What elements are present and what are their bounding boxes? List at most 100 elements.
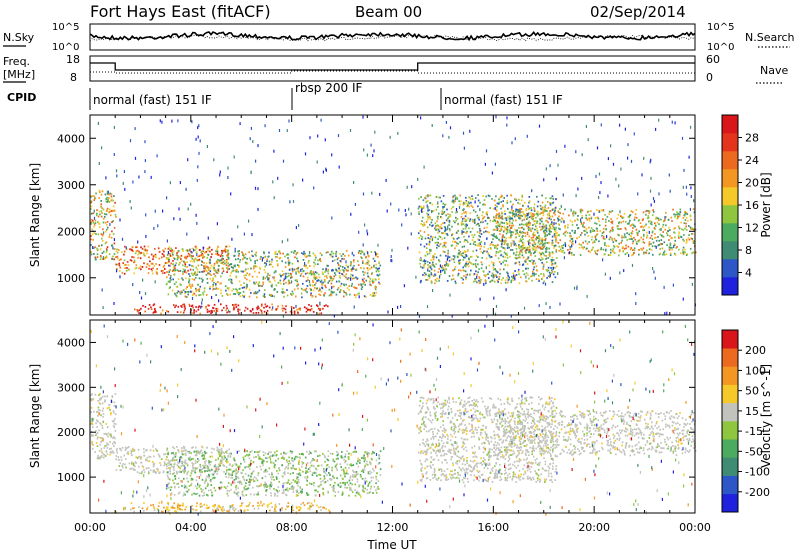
echo-cell [634, 225, 636, 228]
echo-cell [642, 247, 645, 250]
echo-cell [358, 230, 360, 234]
echo-cell [581, 246, 583, 249]
echo-cell [99, 248, 102, 251]
echo-cell [538, 280, 540, 282]
echo-cell [364, 262, 367, 265]
echo-cell [693, 240, 695, 242]
echo-cell [109, 409, 111, 411]
echo-cell [264, 470, 266, 473]
echo-cell [350, 285, 353, 287]
echo-cell [301, 268, 304, 270]
echo-cell [484, 242, 486, 246]
echo-cell [339, 474, 342, 477]
echo-cell [260, 468, 262, 471]
echo-cell [124, 446, 127, 449]
echo-cell [521, 254, 524, 257]
echo-cell [536, 222, 538, 224]
echo-cell [386, 209, 388, 213]
echo-cell [434, 241, 437, 244]
echo-cell [194, 249, 196, 251]
echo-cell [448, 219, 451, 222]
echo-cell [369, 491, 372, 493]
echo-cell [180, 305, 182, 307]
echo-cell [610, 218, 612, 220]
echo-cell [153, 462, 156, 465]
echo-cell [366, 232, 369, 236]
echo-cell [612, 244, 615, 247]
echo-cell [538, 274, 540, 277]
echo-cell [525, 251, 527, 254]
echo-cell [630, 247, 633, 249]
echo-cell [182, 311, 185, 314]
echo-cell [613, 245, 616, 248]
echo-cell [536, 220, 539, 223]
echo-cell [168, 287, 171, 290]
echo-cell [104, 215, 106, 218]
echo-cell [337, 262, 339, 264]
echo-cell [419, 230, 422, 232]
echo-cell [514, 215, 516, 218]
echo-cell [125, 246, 127, 250]
echo-cell [654, 222, 656, 225]
echo-cell [315, 282, 317, 284]
echo-cell [455, 216, 457, 219]
echo-cell [143, 254, 145, 257]
echo-cell [652, 253, 654, 256]
echo-cell [180, 457, 182, 459]
echo-cell [155, 270, 158, 273]
echo-cell [230, 278, 233, 281]
echo-cell [442, 245, 444, 248]
echo-cell [459, 194, 461, 197]
echo-cell [195, 274, 197, 276]
echo-cell [113, 436, 115, 438]
echo-cell [526, 263, 529, 265]
echo-cell [653, 237, 656, 239]
echo-cell [486, 226, 488, 229]
echo-cell [97, 406, 100, 409]
echo-cell [446, 228, 448, 231]
echo-cell [495, 244, 497, 247]
echo-cell [472, 236, 475, 239]
echo-cell [560, 248, 562, 251]
echo-cell [549, 274, 551, 278]
echo-cell [212, 288, 214, 291]
echo-cell [120, 258, 122, 261]
echo-cell [153, 455, 155, 458]
echo-cell [525, 249, 528, 251]
echo-cell [350, 269, 353, 272]
echo-cell [503, 259, 506, 262]
echo-cell [642, 229, 644, 232]
echo-cell [249, 451, 252, 453]
echo-cell [283, 278, 286, 280]
echo-cell [451, 225, 453, 228]
echo-cell [682, 185, 684, 189]
echo-cell [682, 238, 684, 241]
echo-cell [165, 463, 168, 466]
echo-cell [407, 246, 409, 250]
echo-cell [452, 220, 455, 222]
echo-cell [369, 277, 372, 280]
echo-cell [123, 272, 126, 275]
echo-cell [226, 259, 228, 262]
echo-cell [313, 471, 316, 474]
echo-cell [136, 249, 139, 252]
echo-cell [687, 219, 689, 222]
echo-cell [441, 210, 444, 213]
echo-cell [243, 274, 245, 277]
echo-cell [562, 212, 564, 215]
echo-cell [575, 150, 577, 154]
echo-cell [197, 259, 200, 262]
echo-cell [199, 139, 201, 143]
echo-cell [475, 223, 478, 226]
echo-cell [452, 201, 455, 204]
echo-cell [178, 461, 181, 464]
echo-cell [581, 232, 583, 234]
echo-cell [104, 256, 106, 259]
echo-cell [213, 267, 215, 270]
echo-cell [217, 272, 219, 274]
echo-cell [553, 212, 555, 214]
echo-cell [632, 253, 634, 256]
echo-cell [462, 266, 464, 269]
echo-cell [360, 283, 362, 286]
echo-cell [365, 256, 367, 258]
